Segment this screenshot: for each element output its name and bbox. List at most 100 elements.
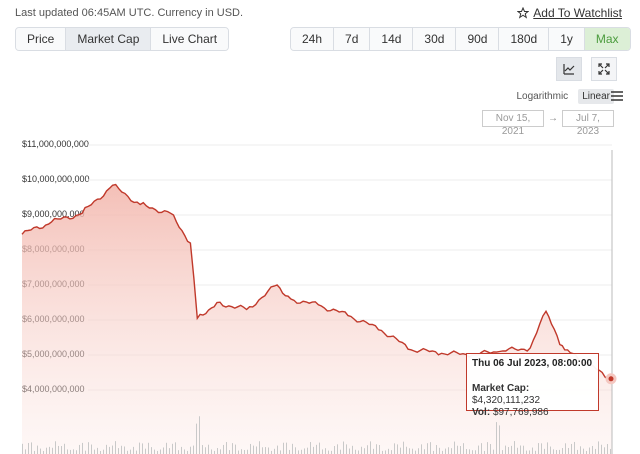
line-chart-toggle-button[interactable] [556, 57, 582, 81]
volume-bar [364, 448, 365, 454]
volume-bar [394, 443, 395, 454]
volume-bar [157, 450, 158, 454]
star-icon [517, 7, 530, 19]
range-1y-button[interactable]: 1y [549, 28, 585, 50]
volume-bar [292, 443, 293, 454]
volume-bar [214, 450, 215, 454]
volume-bar [127, 450, 128, 454]
volume-bar [244, 449, 245, 454]
volume-bar [268, 447, 269, 454]
volume-bar [562, 448, 563, 454]
range-tabs: 24h 7d 14d 30d 90d 180d 1y Max [290, 27, 631, 51]
tooltip-market-cap-value: $4,320,111,232 [472, 395, 541, 406]
volume-bar [577, 449, 578, 454]
volume-bar [85, 450, 86, 454]
range-24h-button[interactable]: 24h [291, 28, 335, 50]
volume-bar [337, 444, 338, 454]
volume-bar [361, 446, 362, 454]
volume-bar [424, 449, 425, 454]
volume-bar [70, 449, 71, 454]
volume-bar [604, 447, 605, 454]
volume-bar [130, 449, 131, 454]
volume-bar [304, 448, 305, 454]
volume-bar [43, 450, 44, 454]
volume-bar [535, 450, 536, 454]
y-tick-label: $9,000,000,000 [22, 209, 85, 219]
range-max-button[interactable]: Max [584, 28, 630, 50]
menu-icon[interactable] [611, 91, 623, 101]
volume-bar [493, 449, 494, 454]
volume-bar [583, 448, 584, 454]
tab-live-chart[interactable]: Live Chart [151, 28, 229, 50]
volume-bar [367, 445, 368, 454]
volume-bar [79, 444, 80, 454]
volume-bar [88, 442, 89, 454]
volume-bar [526, 450, 527, 454]
date-to-input[interactable]: Jul 7, 2023 [562, 110, 614, 137]
volume-bar [184, 449, 185, 454]
volume-bar [277, 445, 278, 454]
volume-bar [196, 423, 197, 454]
scale-toggle: Logarithmic Linear [512, 89, 614, 104]
date-range: Nov 15, 2021 → Jul 7, 2023 [482, 110, 614, 137]
volume-bar [565, 443, 566, 454]
volume-bar [223, 444, 224, 454]
range-7d-button[interactable]: 7d [334, 28, 371, 50]
volume-bar [202, 445, 203, 454]
add-to-watchlist-link[interactable]: Add To Watchlist [517, 6, 622, 20]
volume-bar [67, 449, 68, 454]
date-arrow: → [548, 113, 558, 124]
volume-bar [178, 450, 179, 454]
volume-bar [121, 445, 122, 454]
volume-bar [496, 422, 497, 454]
volume-bar [574, 441, 575, 454]
volume-bar [382, 450, 383, 454]
volume-bar [238, 450, 239, 454]
fullscreen-button[interactable] [591, 57, 617, 81]
volume-bar [58, 445, 59, 454]
volume-bar [115, 441, 116, 454]
volume-bar [421, 444, 422, 454]
volume-bar [469, 449, 470, 454]
volume-bar [94, 449, 95, 454]
volume-bar [409, 448, 410, 454]
date-from-input[interactable]: Nov 15, 2021 [482, 110, 544, 137]
tab-market-cap[interactable]: Market Cap [66, 28, 152, 50]
range-180d-button[interactable]: 180d [499, 28, 550, 50]
volume-bar [73, 449, 74, 454]
volume-bar [343, 441, 344, 454]
volume-bar [463, 443, 464, 454]
volume-bar [418, 448, 419, 454]
volume-bar [481, 443, 482, 454]
range-14d-button[interactable]: 14d [370, 28, 414, 50]
volume-bar [448, 447, 449, 454]
volume-bar [40, 448, 41, 454]
volume-bar [109, 446, 110, 454]
logarithmic-option[interactable]: Logarithmic [516, 91, 569, 102]
volume-bar [499, 425, 500, 454]
volume-bar [34, 450, 35, 454]
volume-bar [133, 446, 134, 454]
linear-option[interactable]: Linear [578, 89, 614, 104]
range-90d-button[interactable]: 90d [456, 28, 500, 50]
volume-bar [514, 441, 515, 454]
volume-bar [241, 449, 242, 454]
volume-bar [64, 443, 65, 454]
volume-bar [100, 450, 101, 454]
volume-bar [265, 447, 266, 454]
volume-bar [475, 450, 476, 454]
volume-bar [607, 444, 608, 454]
volume-bar [610, 448, 611, 454]
volume-bar [328, 450, 329, 454]
tab-price[interactable]: Price [16, 28, 67, 50]
volume-bar [103, 449, 104, 454]
range-30d-button[interactable]: 30d [413, 28, 457, 50]
volume-bar [154, 449, 155, 454]
volume-bar [589, 447, 590, 454]
volume-bar [148, 442, 149, 454]
volume-bar [319, 442, 320, 454]
volume-bar [457, 445, 458, 454]
volume-bar [508, 446, 509, 454]
volume-bar [22, 443, 23, 454]
